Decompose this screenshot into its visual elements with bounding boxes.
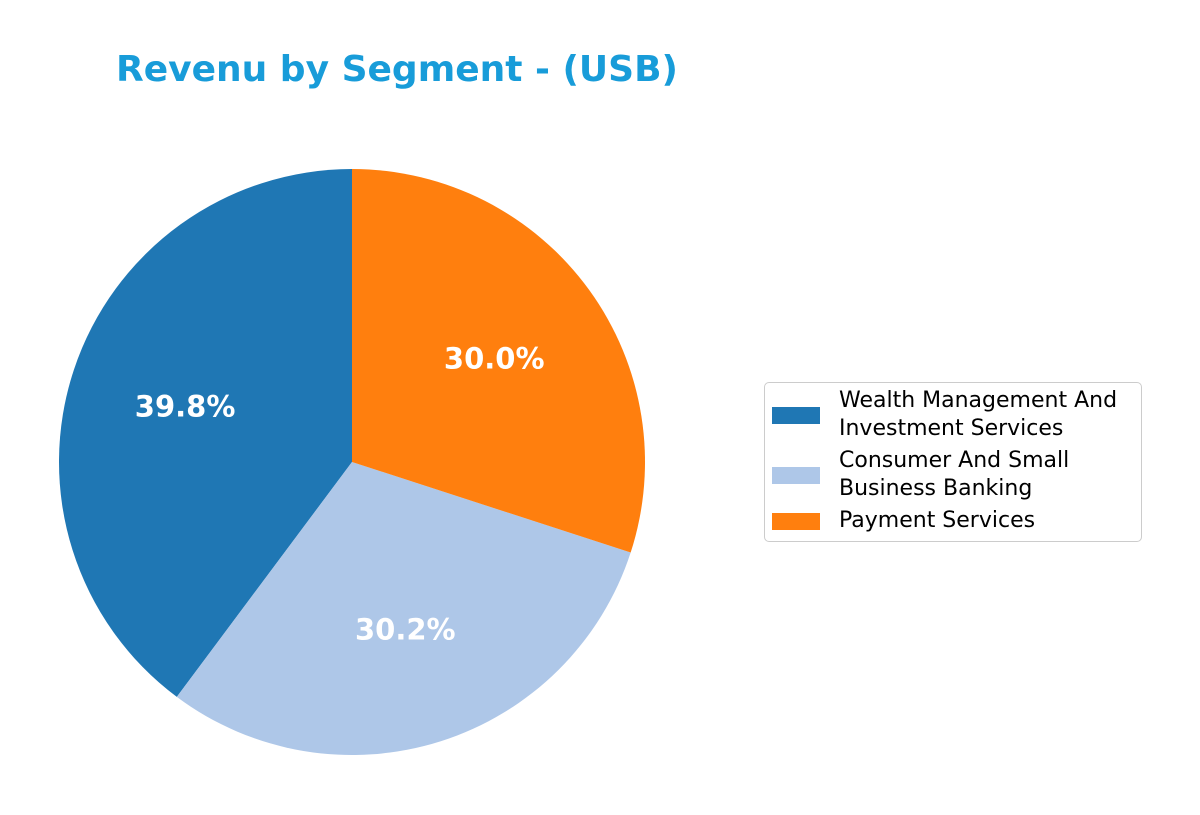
legend-swatch-payment-services	[772, 512, 820, 530]
legend-swatch-wealth-management	[772, 406, 820, 424]
pie-percent-label: 39.8%	[135, 390, 236, 424]
legend-item-consumer-banking: Consumer And Small Business Banking	[772, 447, 1131, 503]
chart-title: Revenu by Segment - (USB)	[116, 49, 678, 90]
legend-item-wealth-management: Wealth Management And Investment Service…	[772, 387, 1131, 443]
pie-percent-label: 30.0%	[444, 342, 545, 376]
pie-slice-1	[176, 462, 631, 756]
legend-label-line: Payment Services	[839, 508, 1036, 533]
legend-label-line: Consumer And Small	[839, 448, 1070, 473]
legend-label-wealth-management: Wealth Management And Investment Service…	[839, 387, 1117, 443]
legend-swatch-consumer-banking	[772, 466, 820, 484]
legend-label-line: Business Banking	[839, 476, 1033, 501]
legend-label-line: Investment Services	[839, 416, 1064, 441]
legend-label-line: Wealth Management And	[839, 388, 1118, 413]
pie-slice-0	[58, 169, 352, 697]
legend-label-payment-services: Payment Services	[839, 507, 1035, 535]
chart-legend: Wealth Management And Investment Service…	[764, 382, 1142, 542]
legend-label-consumer-banking: Consumer And Small Business Banking	[839, 447, 1069, 503]
legend-item-payment-services: Payment Services	[772, 507, 1131, 535]
pie-slice-2	[352, 169, 645, 553]
pie-percent-label: 30.2%	[355, 613, 456, 647]
